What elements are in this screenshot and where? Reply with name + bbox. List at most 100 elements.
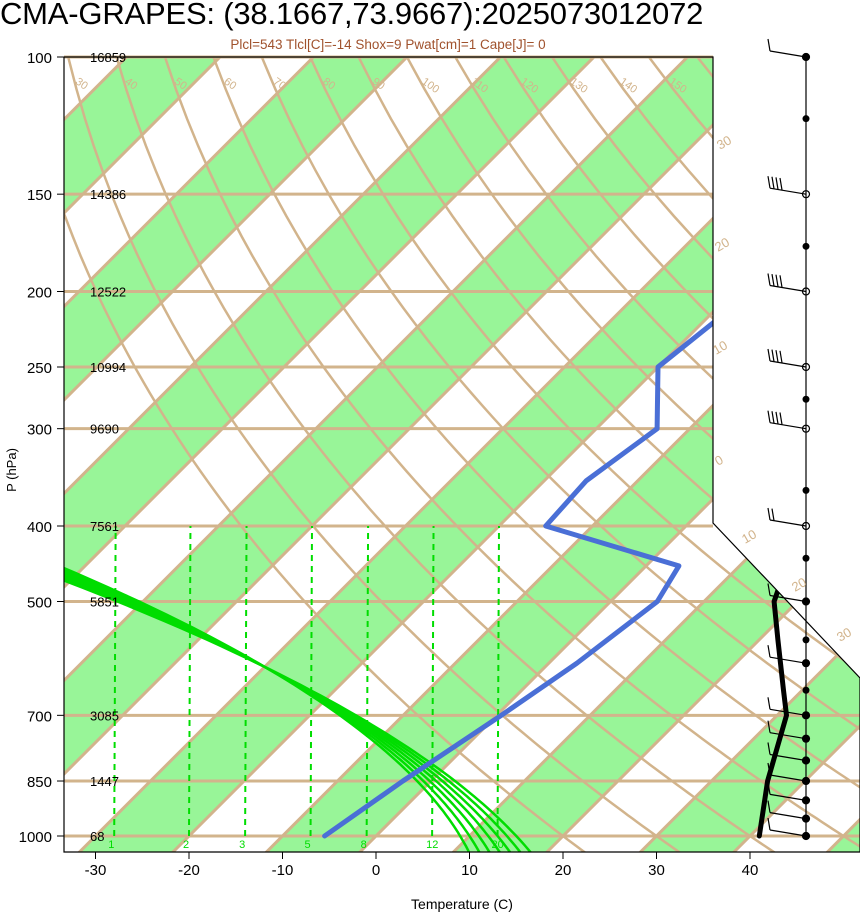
isotherm-label: 10 — [739, 526, 759, 546]
dry-adiabat-line — [64, 57, 586, 852]
wind-barb-staff — [769, 187, 807, 195]
wind-dot — [802, 554, 810, 562]
y-tick-label: 700 — [27, 708, 52, 725]
mixing-ratio-line — [365, 526, 370, 837]
dry-adiabat-label: 100 — [419, 76, 441, 96]
isotherm-line — [0, 0, 15, 866]
wind-barb-flag — [771, 508, 775, 521]
x-tick-label: -20 — [178, 862, 200, 879]
mixing-ratio-line — [309, 526, 313, 837]
temperature-band — [439, 57, 860, 852]
y-tick-label: 300 — [27, 422, 52, 439]
mixing-ratio-label: 12 — [426, 839, 438, 851]
isotherm-label: 20 — [789, 574, 809, 594]
wind-barb-staff — [769, 360, 807, 368]
dry-adiabat-label: 80 — [320, 76, 337, 93]
dry-adiabat-label: 90 — [370, 76, 387, 93]
y-tick-label: 850 — [27, 774, 52, 791]
isotherm-label: 30 — [714, 132, 734, 152]
wind-barb-flag — [771, 176, 775, 189]
x-tick-label: 20 — [555, 862, 572, 879]
wind-barb-staff — [769, 793, 807, 801]
dry-adiabat-line — [340, 57, 860, 852]
wind-barb-flag — [771, 349, 775, 362]
dry-adiabat-label: 60 — [221, 76, 238, 93]
mixing-ratio-label: 20 — [492, 839, 504, 851]
height-label: 68 — [90, 829, 104, 844]
isotherm-line — [64, 57, 765, 852]
dry-adiabat-line — [293, 57, 860, 852]
wind-barb-staff — [769, 50, 807, 58]
wind-dot — [802, 636, 810, 644]
dry-adiabat-line — [387, 57, 860, 852]
wind-barb-staff — [769, 829, 807, 837]
wind-barb-staff — [769, 774, 807, 782]
isotherm-label: 20 — [712, 234, 732, 254]
height-label: 5851 — [90, 594, 119, 609]
wind-barb-flag — [779, 177, 783, 191]
wind-barb-flag — [767, 38, 771, 52]
height-label: 7561 — [90, 519, 119, 534]
chart-title: CMA-GRAPES: (38.1667,73.9667):2025073012… — [0, 0, 704, 31]
wind-barb-flag — [767, 176, 771, 189]
wind-barb-flag — [767, 410, 771, 423]
isotherm-line — [251, 57, 860, 852]
isotherm-line — [625, 57, 860, 852]
chart-subtitle: Plcl=543 Tlcl[C]=-14 Shox=9 Pwat[cm]=1 C… — [230, 37, 546, 52]
height-label: 1447 — [90, 774, 119, 789]
height-label: 10994 — [90, 360, 126, 375]
wind-barb-flag — [767, 583, 771, 596]
isotherm-line — [157, 57, 860, 852]
wind-barb-flag — [767, 800, 771, 813]
mixing-ratio-label: 8 — [361, 839, 367, 851]
wind-barb-staff — [769, 519, 807, 527]
wind-barb-staff — [769, 594, 807, 603]
isotherm-label: 10 — [710, 337, 730, 357]
wind-barb-flag — [767, 817, 771, 831]
mixing-ratio-line — [113, 526, 117, 837]
wind-barb-flag — [767, 697, 771, 710]
y-tick-label: 200 — [27, 285, 52, 302]
height-label: 14386 — [90, 187, 126, 202]
wind-dot — [802, 486, 810, 494]
wind-barb-flag — [767, 273, 771, 286]
moist-adiabat-line — [64, 351, 532, 852]
height-label: 12522 — [90, 285, 126, 300]
wind-barb-flag — [767, 348, 771, 362]
x-tick-label: -30 — [85, 862, 107, 879]
wind-barb-staff — [769, 656, 807, 664]
mixing-ratio-label: 5 — [305, 839, 311, 851]
x-tick-label: 30 — [648, 862, 665, 879]
x-axis-title: Temperature (C) — [411, 896, 513, 912]
mixing-ratio-line — [244, 526, 248, 837]
mixing-ratio-label: 2 — [183, 839, 189, 851]
wind-barb-flag — [775, 177, 779, 190]
wind-barb-flag — [767, 645, 771, 658]
isotherm-label: 30 — [834, 624, 854, 644]
dry-adiabat-line — [105, 57, 776, 852]
y-tick-label: 500 — [27, 594, 52, 611]
y-tick-label: 1000 — [19, 829, 52, 846]
wind-barb-staff — [769, 732, 807, 740]
isotherm-line — [531, 57, 860, 852]
wind-barb-flag — [771, 274, 775, 287]
y-tick-label: 100 — [27, 50, 52, 67]
y-tick-label: 250 — [27, 360, 52, 377]
isotherm-line — [64, 57, 858, 852]
wind-dot — [802, 395, 810, 403]
dry-adiabat-label: 30 — [73, 76, 90, 93]
wind-barb-flag — [775, 411, 779, 424]
dry-adiabat-line — [64, 57, 681, 852]
plot-border — [63, 56, 860, 853]
wind-barb-flag — [775, 350, 779, 363]
isotherm-label: 0 — [712, 452, 726, 469]
wind-barb-flag — [775, 274, 779, 287]
y-tick-label: 400 — [27, 519, 52, 536]
wind-dot — [802, 686, 810, 694]
x-tick-label: 10 — [461, 862, 478, 879]
mixing-ratio-label: 3 — [239, 839, 245, 851]
wind-barbs — [767, 38, 811, 841]
mixing-ratio-lines: 1 2 3 5 8 12 20 — [108, 526, 504, 851]
